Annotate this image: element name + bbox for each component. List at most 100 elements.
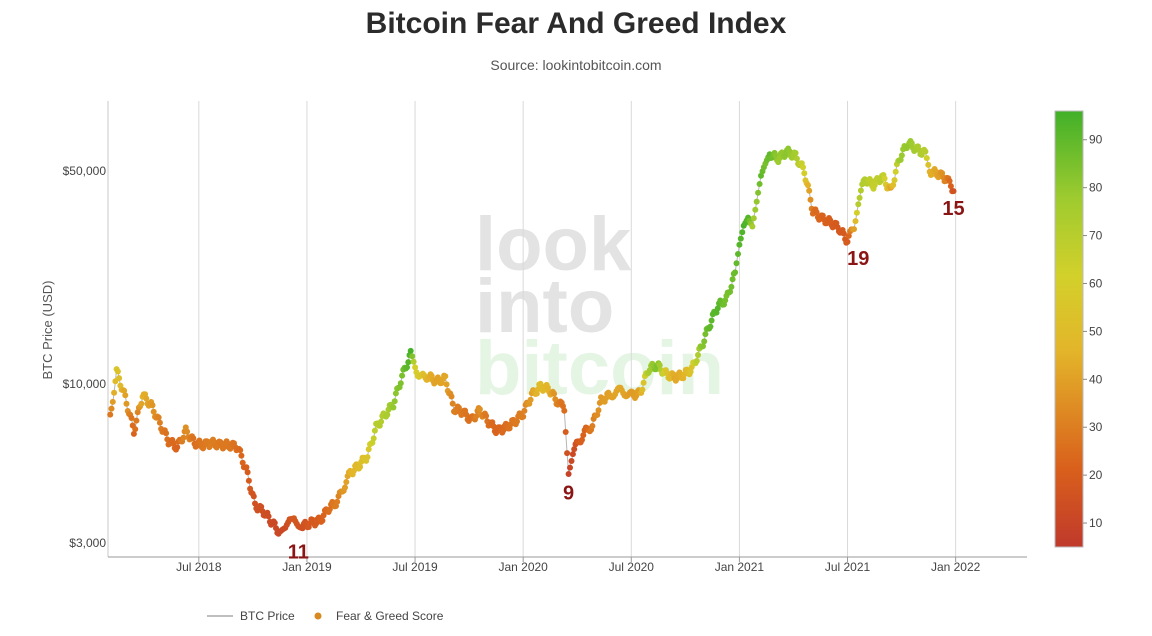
fear-greed-point	[857, 187, 864, 194]
fear-greed-point	[442, 373, 449, 380]
fear-greed-point	[409, 353, 416, 360]
colorbar-tick-label: 60	[1089, 276, 1103, 290]
fear-greed-point	[463, 411, 470, 418]
fear-greed-point	[334, 498, 341, 505]
fear-greed-point	[687, 368, 694, 375]
legend-fear-greed-label[interactable]: Fear & Greed Score	[336, 609, 444, 623]
fear-greed-point	[851, 226, 857, 233]
fear-greed-point	[702, 331, 709, 338]
fear-greed-points	[107, 138, 957, 537]
fear-greed-point	[243, 464, 250, 471]
x-tick-label: Jan 2022	[931, 560, 981, 574]
fear-greed-point	[130, 430, 137, 437]
fear-greed-point	[190, 435, 197, 442]
fear-greed-point	[404, 364, 410, 371]
colorbar-tick-label: 10	[1089, 516, 1103, 530]
annotation-label: 19	[847, 248, 869, 270]
fear-greed-point	[378, 418, 385, 425]
x-tick-label: Jul 2018	[176, 560, 222, 574]
fear-greed-point	[449, 400, 456, 407]
colorbar-tick-label: 90	[1089, 133, 1103, 147]
fear-greed-point	[756, 181, 763, 187]
fear-greed-point	[174, 444, 181, 451]
fear-greed-point	[571, 446, 578, 453]
fear-greed-point	[107, 411, 114, 418]
fear-greed-point	[392, 390, 399, 397]
fear-greed-point	[688, 364, 695, 370]
fear-greed-point	[237, 447, 244, 454]
legend-btc-price-label[interactable]: BTC Price	[240, 609, 295, 623]
colorbar-tick-labels: 10 20 30 40 50 60 70 80 90	[1083, 133, 1103, 530]
fear-greed-point	[562, 429, 569, 435]
colorbar-tick-label: 40	[1089, 372, 1103, 386]
y-tick-label: $3,000	[69, 536, 106, 550]
fear-greed-point	[564, 450, 571, 457]
chart-title: Bitcoin Fear And Greed Index	[366, 7, 787, 40]
fear-greed-point	[238, 452, 245, 459]
x-tick-labels: Jul 2018 Jan 2019 Jul 2019 Jan 2020 Jul 2020…	[176, 557, 981, 574]
fear-greed-point	[891, 177, 898, 184]
fear-greed-point	[407, 347, 414, 354]
fear-greed-point	[640, 379, 647, 386]
fear-greed-point	[881, 175, 888, 182]
annotation-label: 11	[288, 542, 309, 564]
fear-greed-point	[299, 525, 306, 532]
fear-greed-point	[853, 209, 860, 216]
fear-greed-point	[735, 251, 741, 257]
fear-greed-point	[443, 381, 450, 388]
annotation-label: 15	[942, 198, 964, 220]
fear-greed-point	[595, 407, 602, 414]
fear-greed-point	[813, 209, 820, 216]
fear-greed-point	[412, 364, 419, 371]
fear-greed-point	[138, 400, 145, 407]
fear-greed-point	[727, 288, 734, 295]
y-tick-labels: $3,000 $10,000 $50,000	[63, 164, 107, 550]
fear-greed-point	[807, 196, 814, 203]
fear-greed-point	[116, 375, 123, 382]
fear-greed-point	[121, 387, 128, 394]
colorbar-tick-label: 50	[1089, 324, 1103, 338]
fear-greed-point	[892, 168, 899, 175]
fear-greed-point	[753, 198, 760, 205]
fear-greed-point	[737, 235, 744, 242]
fear-greed-point	[646, 367, 653, 374]
fear-greed-point	[405, 359, 412, 366]
fear-greed-point	[580, 432, 587, 439]
watermark-line-1: look	[475, 202, 632, 287]
fear-greed-point	[844, 238, 851, 245]
fear-greed-point	[845, 232, 852, 239]
fear-greed-point	[707, 323, 714, 330]
legend[interactable]: BTC Price Fear & Greed Score	[207, 609, 444, 623]
x-tick-label: Jan 2019	[282, 560, 332, 574]
annotations: 11 9 19 15	[288, 198, 965, 563]
fear-greed-point	[714, 305, 721, 312]
fear-greed-point	[122, 392, 129, 399]
fear-greed-point	[245, 477, 252, 484]
fear-greed-point	[806, 187, 813, 194]
fear-greed-point	[868, 178, 874, 185]
fear-greed-point	[950, 188, 957, 195]
fear-greed-point	[111, 389, 118, 396]
fear-greed-point	[739, 229, 746, 236]
grid	[198, 101, 957, 557]
fear-greed-point	[840, 230, 847, 237]
fear-greed-point	[500, 427, 507, 434]
fear-greed-point	[133, 417, 140, 424]
fear-greed-point	[184, 428, 191, 435]
colorbar-tick-label: 70	[1089, 229, 1103, 243]
fear-greed-point	[490, 423, 497, 430]
fear-greed-point	[729, 276, 736, 283]
legend-fear-greed-swatch	[314, 612, 322, 620]
fear-greed-point	[569, 451, 576, 458]
fear-greed-point	[782, 152, 789, 158]
fear-greed-point	[252, 500, 258, 507]
fear-greed-point	[473, 413, 480, 420]
fear-greed-point	[749, 223, 756, 230]
fear-greed-point	[552, 396, 559, 403]
fear-greed-point	[244, 469, 251, 476]
fear-greed-point	[793, 155, 800, 162]
fear-greed-point	[551, 390, 558, 397]
y-tick-label: $50,000	[63, 164, 107, 178]
y-axis-title: BTC Price (USD)	[40, 281, 55, 380]
fear-greed-point	[922, 148, 929, 155]
